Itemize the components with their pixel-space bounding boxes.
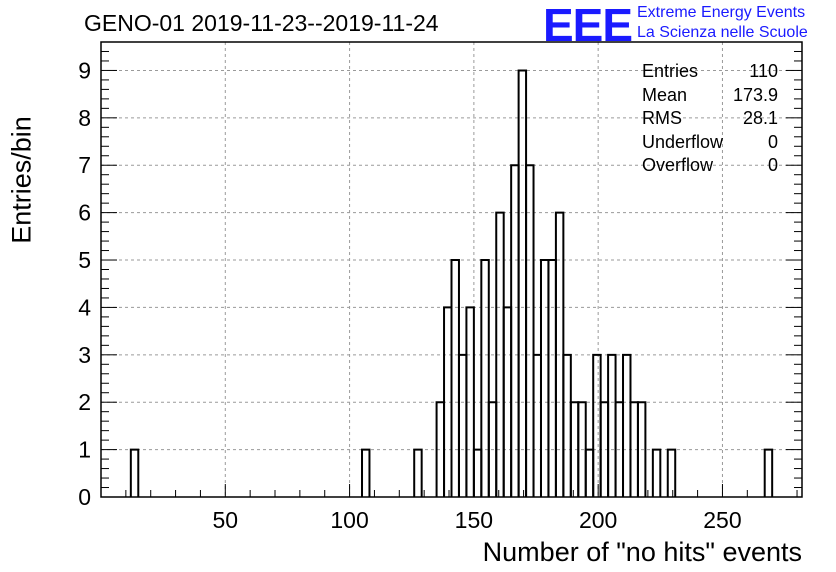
histogram-bar <box>666 448 677 497</box>
stats-value: 0 <box>767 131 778 152</box>
y-tick-label: 2 <box>78 389 91 415</box>
y-tick-label: 0 <box>78 484 91 510</box>
stats-row-mean: Mean 173.9 <box>642 84 778 108</box>
histogram-bar <box>129 448 140 497</box>
histogram-bar <box>539 259 550 497</box>
stats-row-rms: RMS 28.1 <box>642 107 778 131</box>
stats-row-overflow: Overflow 0 <box>642 154 778 178</box>
x-tick-label: 250 <box>703 507 741 533</box>
stats-label: RMS <box>642 108 682 128</box>
histogram-bar <box>465 306 475 497</box>
histogram-bar <box>584 448 595 497</box>
logo-caption: Extreme Energy Events La Scienza nelle S… <box>637 3 808 43</box>
y-tick-label: 8 <box>78 105 91 131</box>
histogram-bar <box>517 69 528 497</box>
logo-caption-line2: La Scienza nelle Scuole <box>637 24 808 41</box>
stats-box: Entries 110 Mean 173.9 RMS 28.1 Underflo… <box>642 60 778 178</box>
y-tick-label: 4 <box>78 294 91 320</box>
stats-label: Entries <box>642 61 699 81</box>
y-tick-label: 7 <box>78 152 91 178</box>
histogram-bar <box>763 448 774 497</box>
y-tick-label: 6 <box>78 200 91 226</box>
histogram-bar <box>607 353 617 497</box>
histogram-bar <box>361 448 371 497</box>
histogram-bar <box>651 448 662 497</box>
stats-label: Mean <box>642 84 688 105</box>
histogram-bar <box>562 353 572 497</box>
histogram-bar <box>472 448 483 497</box>
x-axis-label: Number of "no hits" events <box>482 537 802 567</box>
stats-value: 110 <box>749 61 778 81</box>
stats-value: 173.9 <box>732 84 778 105</box>
stats-row-underflow: Underflow 0 <box>642 131 778 155</box>
x-tick-label: 50 <box>212 507 238 533</box>
y-tick-label: 9 <box>78 57 91 83</box>
stats-value: 28.1 <box>742 108 778 128</box>
histogram-bar <box>525 164 535 497</box>
y-tick-label: 5 <box>78 247 91 273</box>
y-tick-label: 3 <box>78 342 91 368</box>
chart-title: GENO-01 2019-11-23--2019-11-24 <box>84 10 439 36</box>
histogram-bar <box>532 353 542 497</box>
stats-value: 0 <box>767 155 778 175</box>
x-tick-label: 200 <box>579 507 617 533</box>
stats-row-entries: Entries 110 <box>642 60 778 84</box>
stats-label: Underflow <box>642 131 724 152</box>
histogram-bar <box>450 259 460 497</box>
histogram-bar <box>457 353 468 497</box>
histogram-bar <box>480 259 490 497</box>
logo-caption-line1: Extreme Energy Events <box>637 4 806 21</box>
stats-label: Overflow <box>642 155 714 175</box>
histogram-bar <box>622 353 632 497</box>
histogram-bar <box>413 448 423 497</box>
eee-logo: EEE <box>543 0 633 51</box>
x-tick-label: 150 <box>455 507 493 533</box>
histogram-bar <box>592 353 602 497</box>
y-axis-label: Entries/bin <box>6 116 37 244</box>
x-tick-label: 100 <box>330 507 368 533</box>
histogram-bar <box>510 164 520 497</box>
histogram-bar <box>636 401 647 497</box>
histogram-bar <box>547 259 557 497</box>
y-tick-label: 1 <box>78 437 91 463</box>
